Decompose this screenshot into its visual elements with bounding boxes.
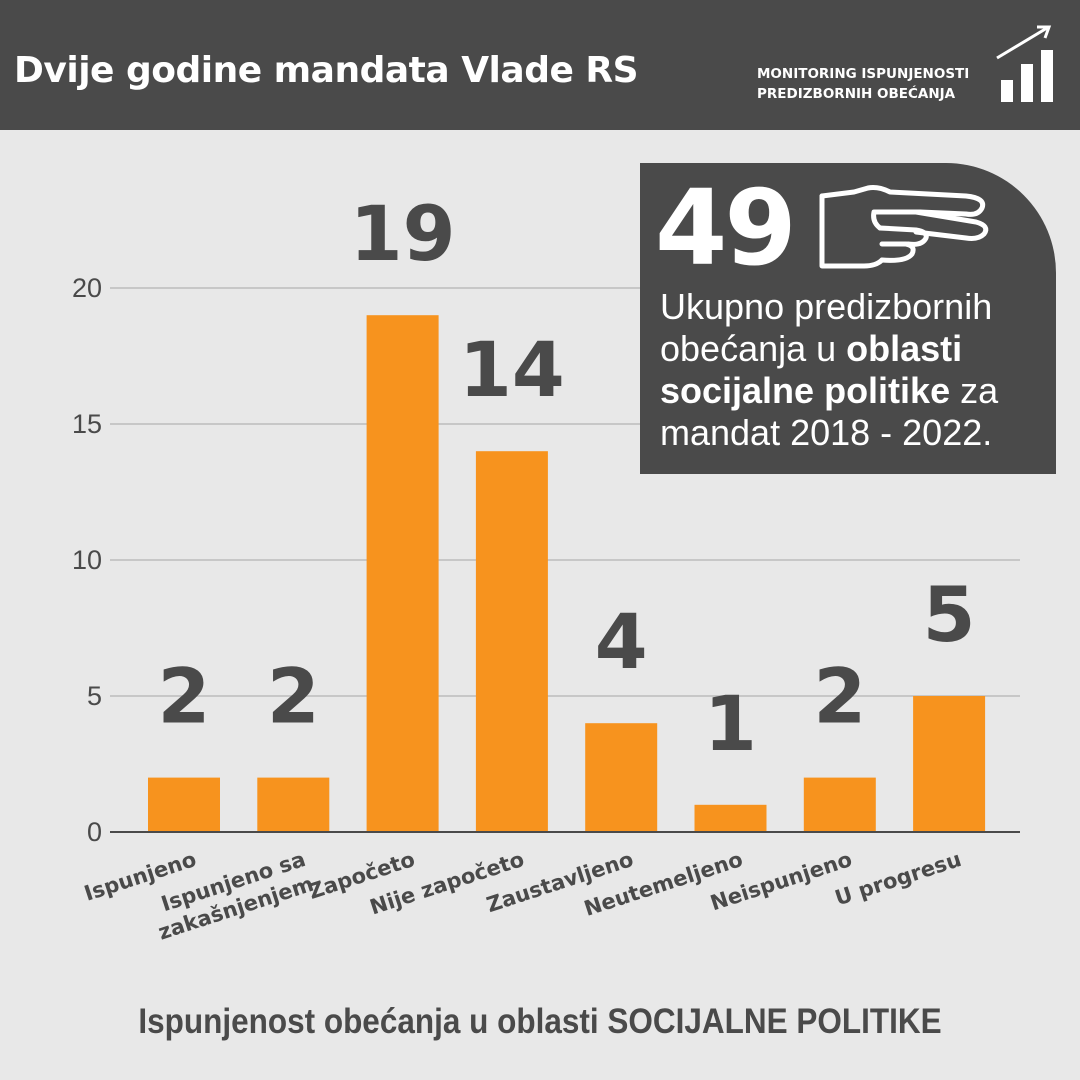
chart-caption: Ispunjenost obećanja u oblasti SOCIJALNE… — [138, 1002, 942, 1041]
header-bar: Dvije godine mandata Vlade RS MONITORING… — [0, 0, 1080, 130]
y-tick-label: 0 — [87, 817, 102, 847]
page-title: Dvije godine mandata Vlade RS — [14, 50, 639, 91]
bar — [366, 315, 439, 832]
bar — [913, 696, 986, 832]
bar — [148, 777, 220, 832]
badge-line-2: PREDIZBORNIH OBEĆANJA — [757, 86, 956, 102]
bar-value-label: 19 — [350, 189, 456, 278]
y-axis-ticks: 0 5 10 15 20 — [72, 273, 102, 847]
total-promises-description: Ukupno predizbornih obećanja u oblasti s… — [660, 286, 1052, 454]
bar — [585, 723, 658, 832]
bar — [694, 804, 767, 832]
total-promises-number: 49 — [655, 167, 797, 289]
info-text-bold: oblasti socijalne politike — [660, 328, 963, 411]
bar-value-label: 5 — [923, 570, 976, 659]
total-promises-box — [640, 163, 1056, 474]
info-text-part-1: Ukupno predizbornih obećanja u — [660, 286, 993, 369]
bar — [803, 777, 876, 832]
x-tick-label: U progresu — [832, 847, 964, 910]
bars — [148, 315, 986, 832]
svg-text:U progresu: U progresu — [832, 847, 964, 910]
y-tick-label: 15 — [72, 409, 102, 439]
y-tick-label: 20 — [72, 273, 102, 303]
monitoring-badge-text: MONITORING ISPUNJENOSTI PREDIZBORNIH OBE… — [757, 64, 989, 104]
bar-value-label: 1 — [704, 679, 757, 768]
y-tick-label: 5 — [87, 681, 102, 711]
bar-value-label: 2 — [158, 652, 211, 741]
badge-line-1: MONITORING ISPUNJENOSTI — [757, 66, 970, 82]
rising-bar-chart-icon — [996, 25, 1053, 102]
bar-value-label: 2 — [813, 652, 866, 741]
bar — [475, 451, 548, 832]
bar-value-label: 4 — [595, 597, 648, 686]
pointing-hand-icon — [819, 185, 989, 269]
info-text-part-2: za mandat 2018 - 2022. — [660, 370, 999, 453]
bar — [257, 777, 330, 832]
y-tick-label: 10 — [72, 545, 102, 575]
bar-value-label: 2 — [267, 652, 320, 741]
bar-value-label: 14 — [459, 325, 565, 414]
